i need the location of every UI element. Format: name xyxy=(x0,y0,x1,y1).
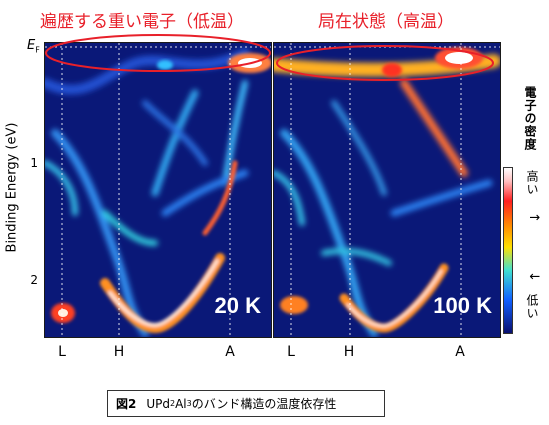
figure-number: 図2 xyxy=(116,397,137,411)
right-x-tick-h: H xyxy=(343,344,355,360)
fermi-level-label: EF xyxy=(27,38,40,55)
low-temperature-highlight-ellipse xyxy=(45,34,271,72)
left-x-tick-l: L xyxy=(58,344,66,360)
caption-prefix: UPd xyxy=(146,396,170,411)
right-temperature-label: 100 K xyxy=(433,293,492,318)
colorbar-arrow: ↑ ↓ xyxy=(526,212,541,304)
colorbar-title: 電子の密度 xyxy=(523,86,537,151)
left-panel-title: 遍歴する重い電子（低温） xyxy=(40,12,244,32)
right-x-tick-a: A xyxy=(455,344,465,360)
left-x-tick-h: H xyxy=(113,344,125,360)
fermi-level-label-sub: F xyxy=(35,45,40,55)
y-tick-2: 2 xyxy=(30,273,38,287)
caption-sub2: 3 xyxy=(186,399,192,408)
colorbar xyxy=(503,167,513,334)
arpes-map-low-temperature: 20 K xyxy=(44,42,272,338)
y-tick-1: 1 xyxy=(30,156,38,170)
fermi-level-label-main: E xyxy=(27,38,36,53)
left-temperature-label: 20 K xyxy=(214,293,261,318)
colorbar-low-label: 低い xyxy=(525,294,539,320)
left-x-tick-a: A xyxy=(225,344,235,360)
high-temperature-highlight-ellipse xyxy=(276,45,494,81)
figure-caption: 図2 UPd 2 Al 3 のバンド構造の温度依存性 xyxy=(107,390,385,417)
arpes-map-low-temperature-image xyxy=(45,43,271,337)
caption-suffix: のバンド構造の温度依存性 xyxy=(191,397,337,411)
right-x-tick-l: L xyxy=(287,344,295,360)
right-panel-title: 局在状態（高温） xyxy=(318,12,454,32)
caption-sub1: 2 xyxy=(170,399,176,408)
caption-mid: Al xyxy=(175,396,187,411)
colorbar-high-label: 高い xyxy=(525,170,539,196)
